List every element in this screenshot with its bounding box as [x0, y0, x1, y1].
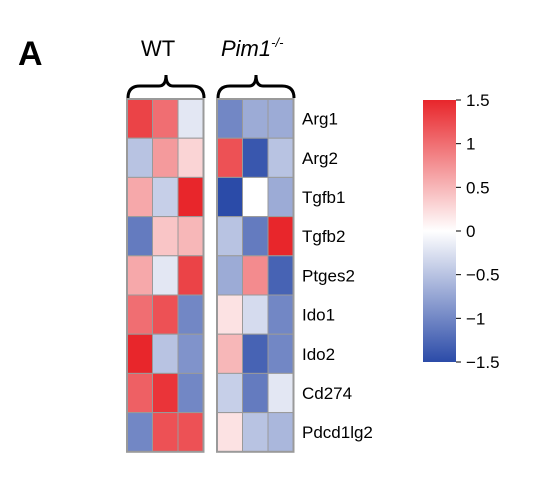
heatmap-cell	[216, 137, 243, 178]
group-label-pim1-superscript: -/-	[271, 35, 284, 50]
row-label: Cd274	[302, 384, 352, 403]
heatmap-cell	[267, 137, 294, 178]
heatmap-cell	[152, 372, 179, 414]
heatmap-cell	[267, 294, 294, 335]
heatmap-cell	[126, 176, 153, 218]
heatmap-cell	[216, 98, 243, 139]
bracket-wt	[126, 74, 206, 99]
color-scale-tick-label: −0.5	[466, 266, 500, 285]
color-scale-tick-label: 1.5	[466, 91, 490, 110]
heatmap-cell	[242, 255, 269, 296]
heatmap-cell	[242, 176, 269, 218]
heatmap-cell	[126, 137, 153, 178]
heatmap-cell	[177, 412, 204, 453]
heatmap-block-outline	[126, 98, 205, 453]
row-label: Pdcd1lg2	[302, 423, 373, 442]
row-label: Ptges2	[302, 266, 355, 285]
color-scale-tick-label: 0	[466, 222, 475, 241]
group-label-wt: WT	[141, 36, 175, 61]
heatmap-cell	[216, 412, 243, 453]
heatmap-cell	[216, 255, 243, 296]
heatmap-cell	[216, 294, 243, 335]
heatmap-cell	[177, 176, 204, 218]
heatmap-cell	[177, 372, 204, 414]
heatmap-cell	[152, 294, 179, 335]
heatmap-cell	[126, 98, 153, 139]
row-label: Ido1	[302, 306, 335, 325]
heatmap-cell	[242, 333, 269, 374]
heatmap-cell	[267, 333, 294, 374]
bracket-pim1	[216, 74, 296, 99]
heatmap-cell	[177, 98, 204, 139]
heatmap-cell	[152, 137, 179, 178]
group-label-pim1-name: Pim1	[221, 36, 271, 61]
heatmap-cell	[126, 294, 153, 335]
row-labels: Arg1 Arg2 Tgfb1 Tgfb2 Ptges2 Ido1 Ido2 Cd274 Pdc…	[302, 110, 373, 443]
heatmap-cell	[242, 412, 269, 453]
heatmap-block-outline	[216, 98, 295, 453]
heatmap-cell	[242, 372, 269, 414]
heatmap-cell	[126, 255, 153, 296]
heatmap-cell	[126, 333, 153, 374]
heatmap-cell	[242, 294, 269, 335]
heatmap-cell	[267, 372, 294, 414]
heatmap-cell	[152, 412, 179, 453]
heatmap-cell	[177, 137, 204, 178]
heatmap-cell	[267, 255, 294, 296]
heatmap-cell	[216, 372, 243, 414]
heatmap-cell	[152, 98, 179, 139]
group-label-pim1: Pim1-/-	[221, 35, 284, 61]
heatmap-cell	[242, 137, 269, 178]
heatmap-cells	[126, 98, 295, 453]
color-scale-tick-label: 0.5	[466, 178, 490, 197]
heatmap-cell	[267, 176, 294, 218]
heatmap-cell	[126, 412, 153, 453]
heatmap-cell	[267, 412, 294, 453]
heatmap-cell	[267, 98, 294, 139]
color-scale-tick-label: −1	[466, 309, 485, 328]
row-label: Arg2	[302, 149, 338, 168]
heatmap-cell	[242, 98, 269, 139]
heatmap-cell	[216, 216, 243, 257]
panel-letter: A	[18, 35, 43, 73]
heatmap-cell	[152, 255, 179, 296]
heatmap-cell	[152, 216, 179, 257]
heatmap-cell	[177, 255, 204, 296]
row-label: Ido2	[302, 345, 335, 364]
heatmap-cell	[152, 333, 179, 374]
row-label: Arg1	[302, 110, 338, 129]
heatmap-cell	[216, 333, 243, 374]
color-scale-tick-label: 1	[466, 135, 475, 154]
heatmap-cell	[152, 176, 179, 218]
heatmap-cell	[242, 216, 269, 257]
heatmap-cell	[216, 176, 243, 218]
heatmap-cell	[177, 216, 204, 257]
color-scale-tick-label: −1.5	[466, 353, 500, 372]
heatmap-cell	[126, 372, 153, 414]
heatmap-cell	[177, 294, 204, 335]
row-label: Tgfb1	[302, 188, 345, 207]
heatmap-cell	[267, 216, 294, 257]
heatmap-cell	[126, 216, 153, 257]
heatmap-cell	[177, 333, 204, 374]
row-label: Tgfb2	[302, 227, 345, 246]
color-scale-bar	[423, 100, 456, 362]
color-scale-ticks: 1.5 1 0.5 0 −0.5 −1 −1.5	[456, 91, 500, 372]
color-scale-legend	[423, 100, 456, 362]
